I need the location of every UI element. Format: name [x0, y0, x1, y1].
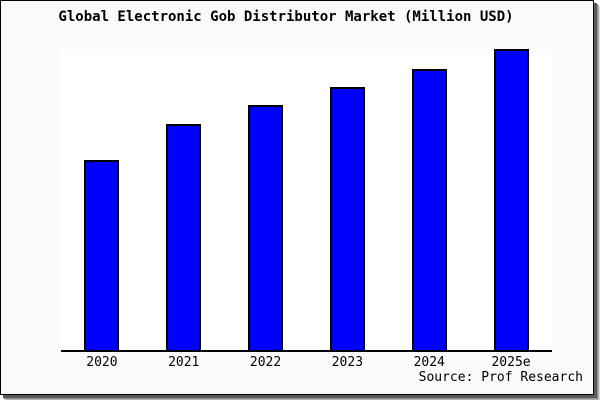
bar-slot-2025e: [470, 49, 552, 350]
bar-slot-2024: [388, 69, 470, 350]
chart-frame: Global Electronic Gob Distributor Market…: [0, 0, 594, 395]
bar-slot-2023: [306, 87, 388, 350]
bar-2023: [329, 87, 365, 350]
plot-area: [61, 49, 552, 352]
bar-2020: [84, 160, 120, 350]
x-tick-2022: 2022: [249, 355, 282, 370]
bar-2022: [248, 105, 284, 350]
x-tick-2021: 2021: [168, 355, 200, 370]
x-tick-2025e: 2025e: [491, 355, 531, 370]
bars-container: [61, 49, 552, 350]
bar-2021: [166, 124, 202, 350]
bar-2024: [411, 69, 447, 350]
bar-slot-2021: [143, 124, 225, 350]
bar-2025e: [493, 49, 529, 350]
chart-title: Global Electronic Gob Distributor Market…: [58, 9, 514, 25]
source-credit: Source: Prof Research: [418, 370, 583, 385]
x-axis-labels: 2020 2021 2022 2023 2024 2025e: [61, 355, 552, 370]
x-tick-2024: 2024: [413, 355, 445, 370]
x-tick-2023: 2023: [331, 355, 364, 370]
bar-slot-2022: [225, 105, 307, 350]
bar-slot-2020: [61, 160, 143, 350]
x-tick-2020: 2020: [86, 355, 118, 370]
